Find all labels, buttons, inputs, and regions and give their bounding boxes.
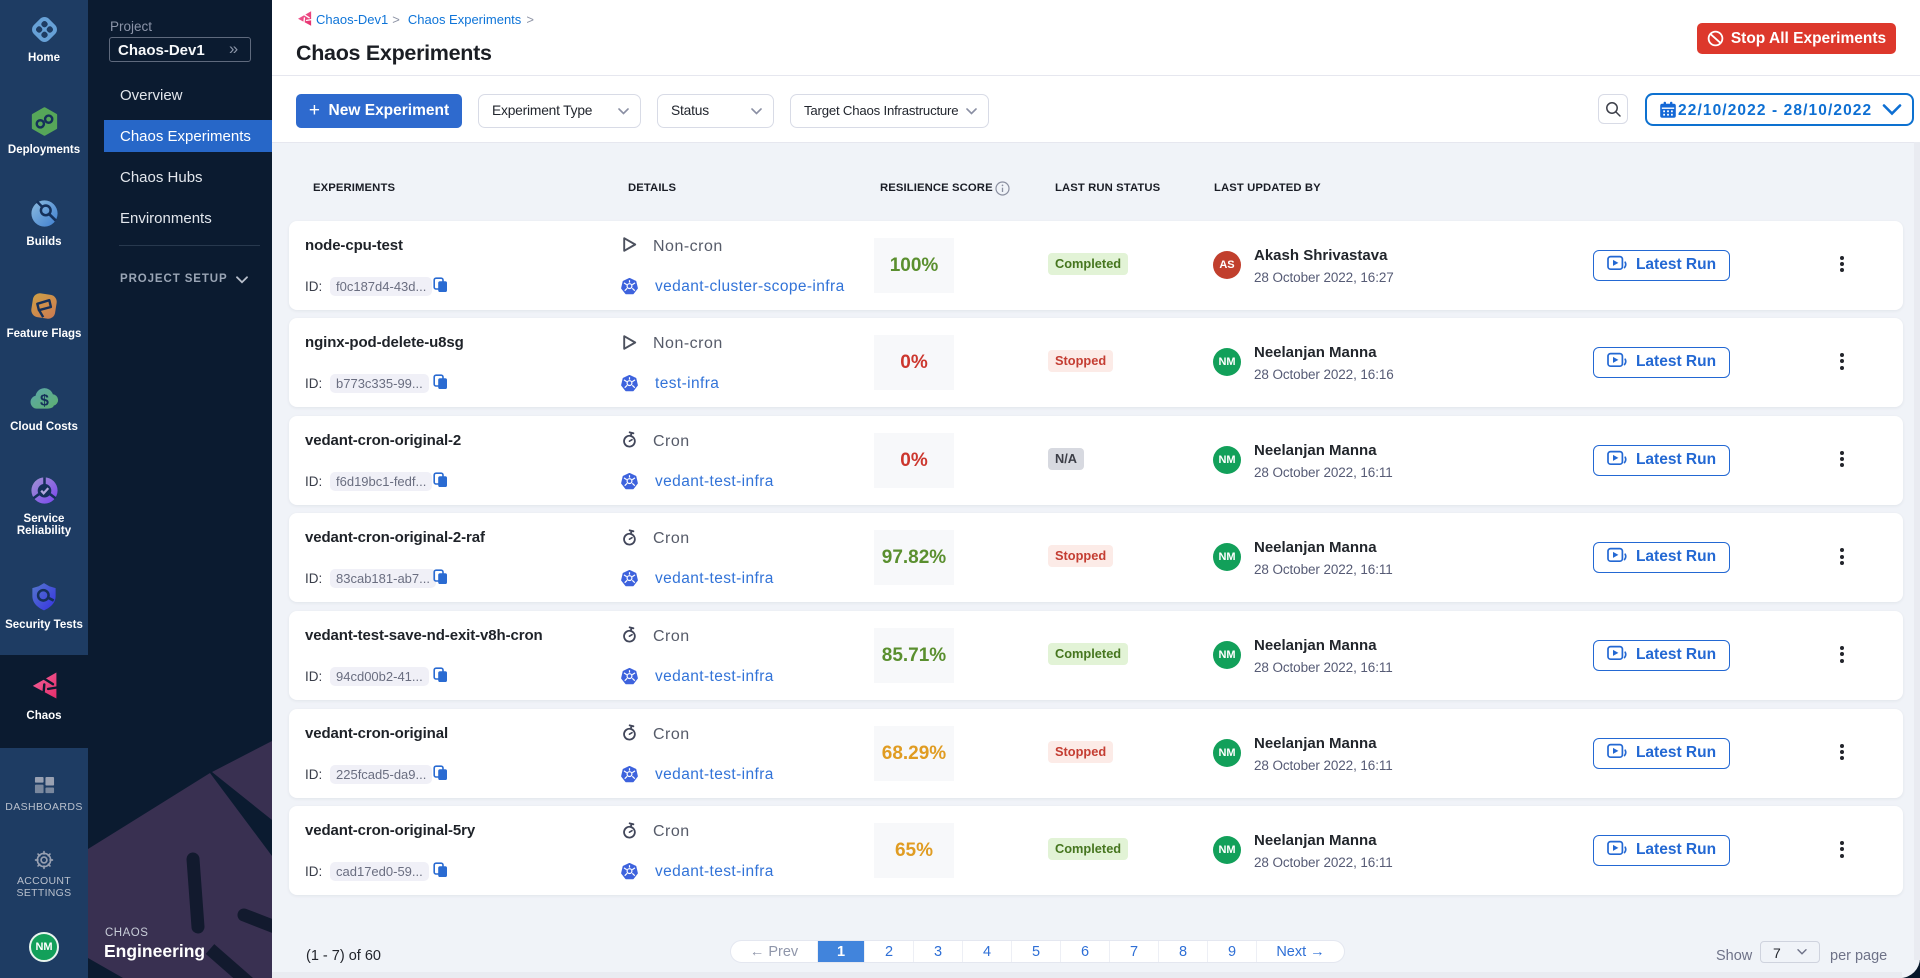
- svg-text:$: $: [40, 392, 49, 409]
